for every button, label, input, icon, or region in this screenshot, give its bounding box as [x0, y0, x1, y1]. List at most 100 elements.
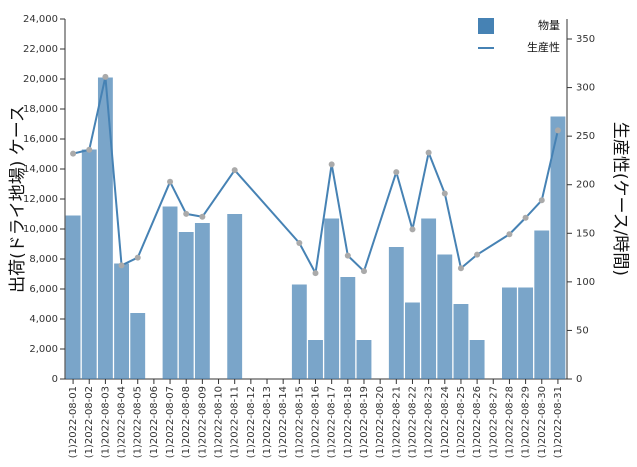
line-point	[183, 210, 190, 217]
y-tick-label: 2,000	[29, 344, 58, 355]
bar	[291, 284, 307, 379]
y-tick-label: 20,000	[23, 74, 58, 85]
y2-tick-label: 350	[576, 34, 595, 45]
line-point	[118, 262, 125, 269]
line-segment	[104, 76, 123, 266]
x-tick-label: (1)2022-08-20	[375, 386, 386, 458]
line-segment	[427, 152, 446, 194]
x-tick-label: (1)2022-08-02	[84, 386, 95, 458]
line-point	[167, 178, 174, 185]
line-segment	[298, 242, 317, 274]
line-segment	[443, 193, 462, 269]
y-tick-label: 22,000	[23, 44, 58, 55]
y2-tick-label: 150	[576, 228, 595, 239]
line-point	[441, 190, 448, 197]
x-tick-label: (1)2022-08-27	[488, 386, 499, 458]
line-segment	[395, 171, 414, 230]
line-segment	[314, 164, 333, 274]
bar	[114, 263, 129, 379]
line-point	[199, 213, 206, 220]
y-tick-label: 8,000	[29, 254, 58, 265]
bar	[81, 149, 97, 379]
line-point	[296, 240, 303, 247]
y2-tick-label: 300	[576, 83, 595, 94]
line-point	[312, 270, 319, 277]
x-tick-label: (1)2022-08-31	[553, 386, 564, 458]
y2-axis-title: 生産性(ケース/時間)	[610, 122, 630, 276]
bar	[405, 302, 420, 379]
bar	[356, 340, 372, 379]
x-tick-label: (1)2022-08-08	[181, 386, 192, 458]
bar	[421, 218, 437, 379]
line-point	[522, 214, 529, 221]
x-tick-label: (1)2022-08-30	[537, 386, 548, 458]
bar	[65, 215, 81, 379]
x-tick-label: (1)2022-08-19	[359, 386, 370, 458]
line-point	[409, 226, 416, 233]
line-point	[506, 231, 513, 238]
line-segment	[508, 217, 527, 235]
bar	[502, 287, 517, 379]
bar	[162, 206, 178, 379]
line-point	[360, 268, 367, 275]
x-tick-label: (1)2022-08-07	[165, 386, 176, 458]
y-tick-label: 18,000	[23, 104, 58, 115]
y-tick-label: 10,000	[23, 224, 58, 235]
y-tick-label: 6,000	[29, 284, 58, 295]
line-segment	[330, 164, 349, 256]
line-point	[102, 73, 109, 80]
bar	[324, 218, 340, 379]
line-point	[231, 167, 238, 174]
x-tick-label: (1)2022-08-24	[440, 386, 451, 458]
x-tick-label: (1)2022-08-11	[230, 386, 241, 458]
line-segment	[540, 130, 559, 201]
bar	[178, 232, 194, 379]
y-tick-label: 4,000	[29, 314, 58, 325]
y2-tick-label: 200	[576, 180, 595, 191]
y-tick-label: 12,000	[23, 194, 58, 205]
line-segment	[136, 181, 171, 258]
line-segment	[169, 181, 188, 215]
y-tick-label: 0	[52, 374, 58, 385]
x-tick-label: (1)2022-08-17	[327, 386, 338, 458]
line-segment	[201, 169, 236, 218]
x-tick-label: (1)2022-08-01	[68, 386, 79, 458]
bar	[453, 304, 469, 379]
x-tick-label: (1)2022-08-14	[278, 386, 289, 458]
line-point	[70, 150, 77, 157]
x-tick-label: (1)2022-08-22	[407, 386, 418, 458]
line-point	[474, 251, 481, 258]
x-tick-label: (1)2022-08-12	[246, 386, 257, 458]
x-tick-label: (1)2022-08-03	[100, 386, 111, 458]
line-segment	[476, 233, 510, 256]
bar	[194, 223, 210, 379]
x-tick-label: (1)2022-08-26	[472, 386, 483, 458]
line-point	[554, 127, 561, 134]
y-tick-label: 16,000	[23, 134, 58, 145]
line-segment	[363, 171, 398, 272]
line-point	[538, 197, 545, 204]
x-tick-label: (1)2022-08-15	[294, 386, 305, 458]
y-tick-label: 14,000	[23, 164, 58, 175]
y2-tick-label: 0	[576, 374, 582, 385]
x-tick-label: (1)2022-08-28	[504, 386, 515, 458]
y-tick-label: 24,000	[23, 14, 58, 25]
bar	[469, 340, 485, 379]
bar	[97, 77, 113, 379]
x-tick-label: (1)2022-08-13	[262, 386, 273, 458]
x-tick-label: (1)2022-08-06	[149, 386, 160, 458]
bar	[308, 340, 323, 379]
bar	[437, 254, 453, 379]
x-tick-label: (1)2022-08-04	[117, 386, 128, 458]
line-segment	[411, 152, 430, 230]
x-tick-label: (1)2022-08-18	[343, 386, 354, 458]
line-point	[393, 169, 400, 176]
legend-label: 生産性	[527, 40, 560, 54]
line-segment	[460, 253, 478, 270]
line-point	[134, 254, 141, 261]
y-axis-title: 出荷(ドライ地場) ケース	[8, 105, 28, 293]
x-tick-label: (1)2022-08-16	[311, 386, 322, 458]
x-tick-label: (1)2022-08-29	[521, 386, 532, 458]
x-tick-label: (1)2022-08-10	[214, 386, 225, 458]
